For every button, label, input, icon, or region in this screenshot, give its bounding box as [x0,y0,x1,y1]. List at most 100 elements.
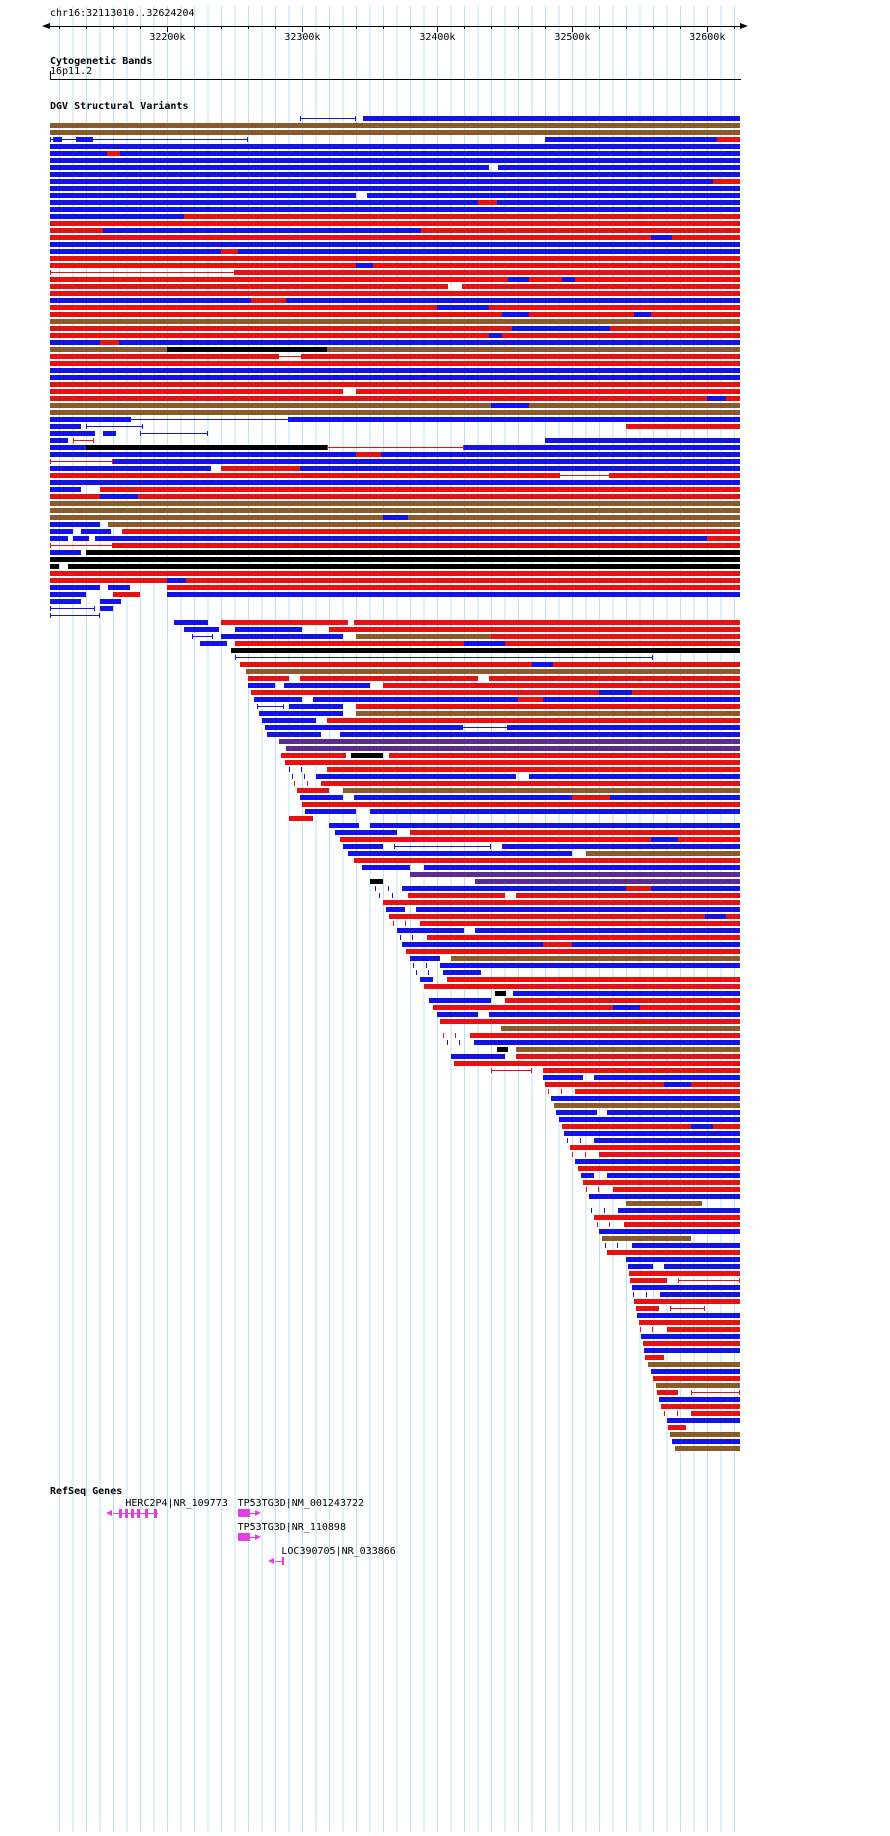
variant-segment[interactable] [658,1397,740,1402]
gene-glyph[interactable] [237,1509,261,1518]
variant-segment[interactable] [113,459,740,464]
variant-segment[interactable] [426,935,740,940]
variant-segment[interactable] [50,522,100,527]
gene-label[interactable]: TP53TG3D|NM_001243722 [237,1498,365,1509]
variant-segment[interactable] [504,998,740,1003]
variant-segment[interactable] [50,214,184,219]
variant-segment[interactable] [50,592,87,597]
variant-segment[interactable] [50,144,740,149]
variant-segment[interactable] [50,613,100,618]
variant-segment[interactable] [704,914,727,919]
variant-segment[interactable] [607,1250,740,1255]
variant-segment[interactable] [502,312,530,317]
variant-segment[interactable] [498,165,740,170]
variant-segment[interactable] [50,578,740,583]
variant-segment[interactable] [496,1047,508,1052]
variant-segment[interactable] [251,298,287,303]
variant-segment[interactable] [464,445,740,450]
variant-segment[interactable] [50,172,740,177]
variant-segment[interactable] [174,620,208,625]
variant-segment[interactable] [607,1173,740,1178]
variant-segment[interactable] [461,725,508,730]
variant-segment[interactable] [664,1264,740,1269]
variant-segment[interactable] [633,1292,647,1297]
gene-label[interactable]: LOC390705|NR_033866 [281,1546,396,1557]
variant-segment[interactable] [99,599,122,604]
variant-segment[interactable] [410,956,441,961]
variant-segment[interactable] [50,494,740,499]
variant-segment[interactable] [513,991,740,996]
variant-segment[interactable] [529,774,740,779]
variant-segment[interactable] [623,1222,740,1227]
variant-segment[interactable] [191,634,214,639]
variant-segment[interactable] [421,228,740,233]
variant-segment[interactable] [50,501,740,506]
variant-segment[interactable] [94,536,740,541]
variant-segment[interactable] [326,445,465,450]
variant-segment[interactable] [86,424,144,429]
variant-segment[interactable] [67,564,740,569]
variant-segment[interactable] [631,1243,740,1248]
variant-segment[interactable] [340,837,740,842]
variant-segment[interactable] [50,487,81,492]
variant-segment[interactable] [50,571,740,576]
variant-segment[interactable] [707,536,740,541]
variant-segment[interactable] [388,914,740,919]
variant-segment[interactable] [379,893,393,898]
variant-segment[interactable] [446,977,740,982]
variant-segment[interactable] [221,620,349,625]
variant-segment[interactable] [348,851,573,856]
variant-segment[interactable] [585,1187,600,1192]
variant-segment[interactable] [50,207,740,212]
variant-segment[interactable] [99,487,740,492]
variant-segment[interactable] [518,697,543,702]
variant-segment[interactable] [545,137,717,142]
variant-segment[interactable] [351,753,384,758]
variant-segment[interactable] [515,1047,740,1052]
variant-segment[interactable] [645,1355,665,1360]
variant-segment[interactable] [353,795,740,800]
variant-segment[interactable] [607,1110,740,1115]
variant-segment[interactable] [342,788,740,793]
gene-label[interactable]: TP53TG3D|NR_110898 [237,1522,346,1533]
variant-segment[interactable] [599,690,632,695]
variant-segment[interactable] [604,1243,619,1248]
variant-segment[interactable] [50,270,235,275]
variant-segment[interactable] [50,312,740,317]
variant-segment[interactable] [602,1236,692,1241]
variant-segment[interactable] [642,1341,740,1346]
variant-segment[interactable] [410,872,740,877]
variant-segment[interactable] [556,1110,597,1115]
variant-segment[interactable] [234,270,740,275]
variant-segment[interactable] [108,522,740,527]
variant-segment[interactable] [577,1166,740,1171]
variant-segment[interactable] [599,1229,740,1234]
variant-segment[interactable] [353,620,740,625]
variant-segment[interactable] [356,634,492,639]
variant-segment[interactable] [234,655,654,660]
variant-segment[interactable] [167,578,187,583]
variant-segment[interactable] [407,893,505,898]
variant-segment[interactable] [399,935,414,940]
variant-segment[interactable] [569,1145,740,1150]
variant-segment[interactable] [626,1257,740,1262]
variant-segment[interactable] [50,606,95,611]
variant-segment[interactable] [437,1012,478,1017]
variant-segment[interactable] [326,767,740,772]
variant-segment[interactable] [353,858,740,863]
variant-segment[interactable] [86,550,740,555]
variant-segment[interactable] [406,949,740,954]
variant-segment[interactable] [369,823,740,828]
variant-segment[interactable] [488,676,740,681]
variant-segment[interactable] [367,193,740,198]
variant-segment[interactable] [50,333,740,338]
variant-segment[interactable] [50,382,740,387]
variant-segment[interactable] [50,179,740,184]
variant-segment[interactable] [669,1306,705,1311]
variant-segment[interactable] [50,354,279,359]
variant-segment[interactable] [245,669,740,674]
variant-segment[interactable] [558,473,611,478]
variant-segment[interactable] [396,928,465,933]
variant-segment[interactable] [50,410,740,415]
variant-segment[interactable] [437,305,489,310]
